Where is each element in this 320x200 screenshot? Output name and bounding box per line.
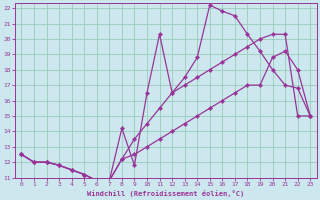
X-axis label: Windchill (Refroidissement éolien,°C): Windchill (Refroidissement éolien,°C) xyxy=(87,190,244,197)
